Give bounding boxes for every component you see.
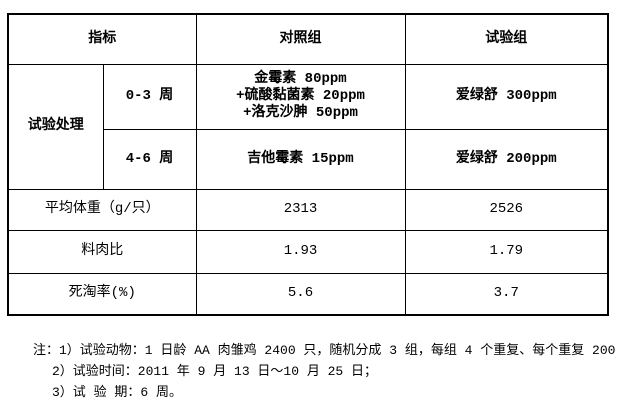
note-line-2: 2）试验时间：2011 年 9 月 13 日～10 月 25 日； bbox=[52, 364, 378, 379]
metric-test-feed-conversion: 1.79 bbox=[404, 229, 609, 274]
metric-control-mortality: 5.6 bbox=[195, 272, 406, 316]
control-treatment-line-2: +硫酸黏菌素 20ppm bbox=[236, 88, 365, 104]
metric-label-feed-conversion: 料肉比 bbox=[7, 229, 197, 274]
metric-label-avg-weight: 平均体重（g/只） bbox=[7, 188, 197, 231]
period-label-4-6-weeks: 4-6 周 bbox=[102, 128, 197, 190]
header-row: 指标 对照组 试验组 bbox=[7, 13, 609, 65]
note-line-3: 3）试 验 期：6 周。 bbox=[52, 385, 183, 400]
test-treatment-4-6-weeks: 爱绿舒 200ppm bbox=[404, 128, 609, 190]
notes-section: 注：1）试验动物：1 日龄 AA 肉雏鸡 2400 只，随机分成 3 组，每组 … bbox=[33, 340, 624, 403]
control-treatment-0-3-weeks: 金霉素 80ppm +硫酸黏菌素 20ppm +洛克沙胂 50ppm bbox=[195, 63, 406, 130]
metric-row-feed-conversion: 料肉比 1.93 1.79 bbox=[7, 229, 609, 274]
treatment-row-4-6-weeks: 4-6 周 吉他霉素 15ppm 爱绿舒 200ppm bbox=[8, 128, 609, 190]
header-indicator: 指标 bbox=[7, 13, 197, 65]
treatment-section-label: 试验处理 bbox=[7, 63, 104, 190]
metric-label-mortality: 死淘率(%) bbox=[7, 272, 197, 316]
header-test-group: 试验组 bbox=[404, 13, 609, 65]
control-treatment-line-3: +洛克沙胂 50ppm bbox=[243, 105, 358, 121]
period-label-0-3-weeks: 0-3 周 bbox=[102, 63, 197, 130]
metric-test-mortality: 3.7 bbox=[404, 272, 609, 316]
control-treatment-line-1: 金霉素 80ppm bbox=[254, 71, 347, 87]
metric-test-avg-weight: 2526 bbox=[404, 188, 609, 231]
metric-row-avg-weight: 平均体重（g/只） 2313 2526 bbox=[7, 188, 609, 231]
trial-results-table: 指标 对照组 试验组 试验处理 0-3 周 金霉素 80ppm +硫酸黏菌素 2… bbox=[7, 13, 609, 316]
metric-row-mortality: 死淘率(%) 5.6 3.7 bbox=[7, 272, 609, 316]
treatment-row-0-3-weeks: 试验处理 0-3 周 金霉素 80ppm +硫酸黏菌素 20ppm +洛克沙胂 … bbox=[7, 63, 609, 190]
header-control-group: 对照组 bbox=[195, 13, 406, 65]
metric-control-feed-conversion: 1.93 bbox=[195, 229, 406, 274]
note-line-1: 注：1）试验动物：1 日龄 AA 肉雏鸡 2400 只，随机分成 3 组，每组 … bbox=[33, 343, 624, 358]
metric-control-avg-weight: 2313 bbox=[195, 188, 406, 231]
test-treatment-0-3-weeks: 爱绿舒 300ppm bbox=[404, 63, 609, 130]
control-treatment-4-6-weeks: 吉他霉素 15ppm bbox=[195, 128, 406, 190]
